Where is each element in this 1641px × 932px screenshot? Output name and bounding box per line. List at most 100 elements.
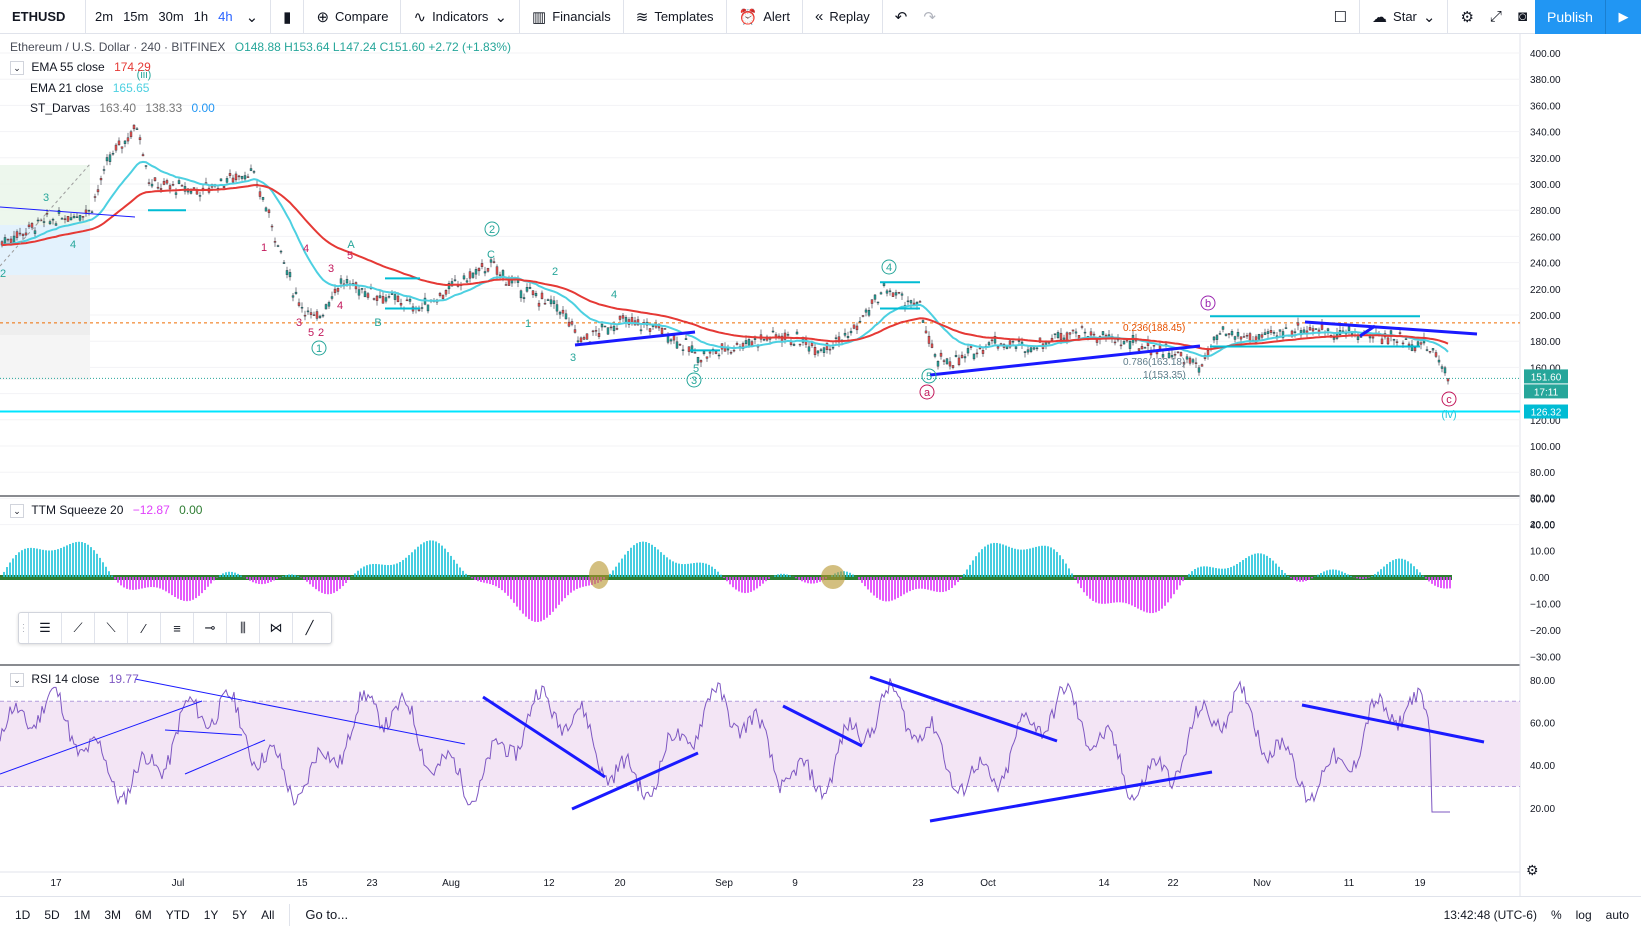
timeframe-15m[interactable]: 15m xyxy=(123,9,149,24)
ttm-bar xyxy=(78,541,80,577)
candle-body xyxy=(1119,344,1123,347)
candle-body xyxy=(1257,334,1261,340)
ttm-bar xyxy=(474,577,476,580)
publish-menu-button[interactable]: ▶ xyxy=(1605,0,1641,34)
range-all[interactable]: All xyxy=(261,907,275,922)
pattern-icon[interactable]: ⋈ xyxy=(260,613,293,643)
wave-15-icon[interactable]: ⟋ xyxy=(62,613,95,643)
rsi-trend-line xyxy=(482,695,606,779)
timeframe-30m[interactable]: 30m xyxy=(158,9,184,24)
candle-body xyxy=(1371,336,1375,339)
fib-icon[interactable]: ≡ xyxy=(161,613,194,643)
undo-button[interactable]: ↶ xyxy=(887,0,916,34)
ttm-bar xyxy=(783,573,785,577)
collapse-icon[interactable]: ⌄ xyxy=(10,504,24,518)
price-tick: 260.00 xyxy=(1530,232,1561,243)
horizontal-lines-icon[interactable]: ☰ xyxy=(29,613,62,643)
gear-icon[interactable]: ⚙ xyxy=(1526,862,1539,878)
candle-body xyxy=(552,300,556,304)
candle-body xyxy=(6,238,10,241)
goto-button[interactable]: Go to... xyxy=(305,907,349,922)
candle-body xyxy=(900,293,904,296)
financials-button[interactable]: ▥ Financials xyxy=(524,0,619,34)
ttm-bar xyxy=(1113,577,1115,603)
ttm-bar xyxy=(384,564,386,577)
ttm-bar xyxy=(1152,577,1154,614)
templates-label: Templates xyxy=(654,9,714,24)
snapshot-button[interactable]: ◙ xyxy=(1510,0,1535,34)
range-6m[interactable]: 6M xyxy=(135,907,152,922)
log-toggle[interactable]: log xyxy=(1575,907,1592,922)
range-1m[interactable]: 1M xyxy=(73,907,91,922)
ttm-bar xyxy=(237,573,239,577)
wave-abc-icon[interactable]: ⟍ xyxy=(95,613,128,643)
expand-button[interactable]: ⤢ xyxy=(1482,0,1510,34)
fullscreen-toggle[interactable]: ☐ xyxy=(1326,0,1355,34)
wave-label-2: 2 xyxy=(489,224,495,236)
pitchfork-icon[interactable]: ⫼ xyxy=(227,613,260,643)
ttm-bar xyxy=(960,577,962,579)
horizontal-ray-icon[interactable]: ⊸ xyxy=(194,613,227,643)
star-button[interactable]: ☁ Star ⌄ xyxy=(1364,0,1443,34)
timeframe-dropdown[interactable]: ⌄ xyxy=(238,0,267,34)
chart-area[interactable]: 400.00 380.00 360.00 340.00 320.00 300.00 280.… xyxy=(0,34,1641,896)
range-5y[interactable]: 5Y xyxy=(232,907,248,922)
chart-type-button[interactable]: ▮ xyxy=(275,0,299,34)
timeframe-1h[interactable]: 1h xyxy=(193,9,209,24)
indicators-button[interactable]: ∿ Indicators ⌄ xyxy=(405,0,515,34)
financials-icon: ▥ xyxy=(532,8,547,26)
templates-button[interactable]: ≋ Templates xyxy=(628,0,722,34)
ttm-bar xyxy=(1257,553,1259,577)
ttm-bar xyxy=(1293,577,1295,581)
ttm-bar xyxy=(1443,577,1445,589)
range-5d[interactable]: 5D xyxy=(44,907,60,922)
ttm-bar xyxy=(1053,549,1055,577)
percent-toggle[interactable]: % xyxy=(1550,907,1562,922)
candle-body xyxy=(1293,331,1297,333)
drag-handle-icon[interactable]: ⋮ xyxy=(19,613,29,643)
range-3m[interactable]: 3M xyxy=(104,907,122,922)
publish-label: Publish xyxy=(1547,8,1593,25)
candle-body xyxy=(891,292,895,297)
ttm-legend: ⌄ TTM Squeeze 20 −12.87 0.00 xyxy=(10,503,202,518)
chart-canvas[interactable]: 400.00380.00360.00340.00320.00300.00280.… xyxy=(0,34,1641,896)
candle-body xyxy=(1242,336,1246,338)
compare-button[interactable]: ⊕ Compare xyxy=(308,0,396,34)
redo-button[interactable]: ↷ xyxy=(915,0,944,34)
price-tick: 40.00 xyxy=(1530,521,1555,532)
ema55-legend: ⌄ EMA 55 close 174.29 xyxy=(10,60,151,75)
range-ytd[interactable]: YTD xyxy=(165,907,190,922)
candle-body xyxy=(1008,340,1012,348)
candle-body xyxy=(960,354,964,358)
wave-label-5: 5 xyxy=(926,371,932,383)
publish-button[interactable]: Publish xyxy=(1535,0,1605,34)
ttm-bar xyxy=(1116,577,1118,603)
ray-icon[interactable]: ⁄ xyxy=(128,613,161,643)
settings-button[interactable]: ⚙ xyxy=(1452,0,1481,34)
range-1d[interactable]: 1D xyxy=(15,907,31,922)
ttm-bar xyxy=(354,573,356,577)
replay-button[interactable]: « Replay xyxy=(807,0,878,34)
ttm-bar xyxy=(681,564,683,577)
auto-toggle[interactable]: auto xyxy=(1605,907,1629,922)
ttm-bar xyxy=(846,571,848,577)
last-price-badge: 151.60 xyxy=(1531,372,1562,383)
candle-body xyxy=(33,230,37,234)
timeframe-2m[interactable]: 2m xyxy=(95,9,114,24)
trend-line-icon[interactable]: ╱ xyxy=(305,620,314,635)
collapse-icon[interactable]: ⌄ xyxy=(10,61,24,75)
collapse-icon[interactable]: ⌄ xyxy=(10,673,24,687)
close-value: C151.60 xyxy=(379,40,425,54)
wave-label-b-circle xyxy=(1200,295,1216,311)
ttm-bar xyxy=(744,577,746,594)
alert-button[interactable]: ⏰ Alert xyxy=(731,0,798,34)
range-1y[interactable]: 1Y xyxy=(203,907,219,922)
ttm-bar xyxy=(582,577,584,587)
ttm-bar xyxy=(309,577,311,585)
ttm-bar xyxy=(1131,577,1133,606)
candle-body xyxy=(324,304,328,310)
timeframe-4h[interactable]: 4h xyxy=(218,9,233,24)
indicators-icon: ∿ xyxy=(413,8,427,26)
wave-label-C: C xyxy=(487,249,495,261)
symbol-search[interactable]: ETHUSD xyxy=(0,0,86,34)
